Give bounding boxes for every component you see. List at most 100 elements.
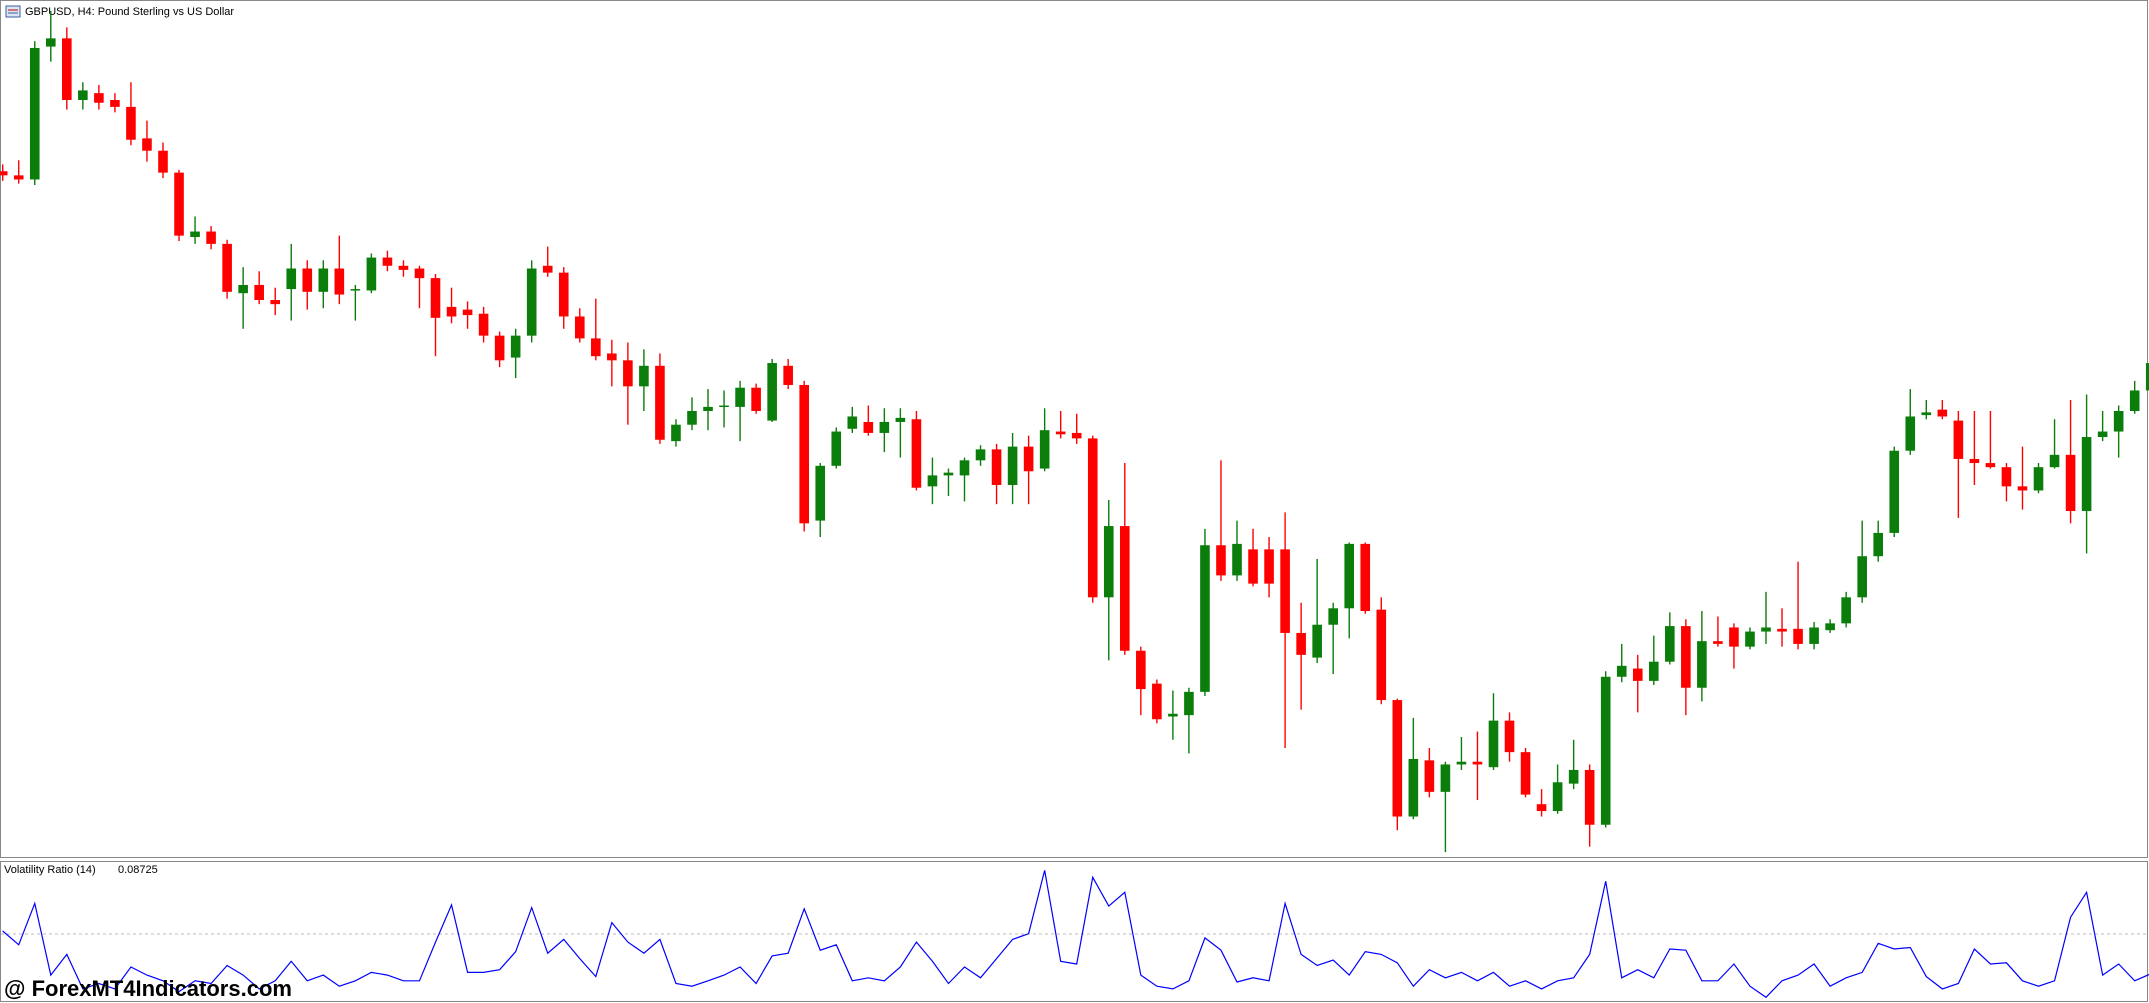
candle [1312, 558, 1322, 664]
candle-body [270, 300, 281, 305]
candle [1232, 520, 1242, 581]
candle [430, 274, 441, 357]
candle-body [943, 472, 954, 476]
candle [142, 120, 152, 162]
candle-body [1777, 628, 1787, 632]
candle-body [2081, 437, 2092, 512]
candle-body [1152, 683, 1162, 720]
candle-body [1584, 769, 1595, 825]
candle-body [1071, 432, 1082, 439]
candle [2001, 463, 2012, 502]
candle [1055, 411, 1066, 439]
candle-body [1969, 458, 1980, 464]
candle [1600, 671, 1611, 828]
candle-body [927, 475, 938, 487]
candle [1697, 611, 1707, 702]
candle [2049, 419, 2060, 469]
candle-body [190, 231, 200, 238]
candle [799, 380, 809, 532]
candle-body [94, 93, 104, 103]
candle-body [1825, 623, 1835, 631]
candle-body [1616, 665, 1627, 677]
candle [2065, 400, 2076, 524]
candle [1488, 693, 1499, 770]
candle [847, 406, 858, 433]
candle [1873, 520, 1884, 562]
candle-body [174, 172, 184, 236]
candle [1248, 528, 1258, 587]
candle [1392, 698, 1403, 831]
candle [735, 380, 745, 442]
candle [1039, 408, 1050, 472]
candle [1793, 561, 1803, 650]
candle [655, 353, 665, 444]
candle [1969, 411, 1980, 485]
candle-body [1360, 543, 1371, 612]
candle-body [879, 421, 890, 433]
candle-body [2017, 486, 2028, 491]
candle-body [815, 465, 826, 521]
candle-body [1039, 430, 1050, 469]
candle-body [2145, 363, 2149, 391]
candle-body [366, 257, 377, 291]
candle-body [1103, 526, 1114, 598]
candle [687, 397, 697, 431]
candle-body [767, 363, 777, 421]
candle [1889, 446, 1900, 538]
candle-body [1520, 752, 1531, 795]
candle [1136, 646, 1146, 716]
candle [719, 390, 729, 428]
candle-body [1232, 543, 1242, 576]
candle-body [735, 387, 745, 407]
candle-body [1953, 420, 1964, 459]
candle [1071, 413, 1082, 444]
candle-body [206, 231, 216, 244]
candle-body [783, 365, 793, 385]
candle-body [991, 449, 1002, 485]
candle-body [29, 47, 40, 180]
candle-body [574, 316, 585, 339]
candle [29, 41, 40, 185]
candle [1376, 597, 1387, 705]
candle-body [158, 150, 168, 173]
candle-body [1312, 624, 1322, 658]
candle [767, 358, 777, 422]
candle [2033, 463, 2044, 494]
candle [1953, 411, 1964, 518]
indicator-value: 0.08725 [118, 864, 158, 876]
candle-body [1665, 626, 1675, 662]
candle [607, 339, 617, 387]
candle-body [1296, 632, 1306, 655]
candle [959, 457, 970, 502]
candle [1648, 635, 1659, 685]
candle [558, 267, 569, 329]
candle [1729, 623, 1739, 669]
indicator-title: Volatility Ratio (14) [4, 864, 96, 876]
candle [110, 93, 120, 113]
candle-body [2129, 390, 2140, 411]
candle [0, 164, 8, 181]
candle-body [110, 100, 120, 107]
candle-body [222, 243, 232, 292]
candle [879, 408, 890, 453]
candle-body [1424, 760, 1435, 792]
candle [975, 445, 986, 466]
candle-body [751, 387, 761, 411]
candle [831, 427, 842, 469]
candle-body [1200, 545, 1210, 692]
candle [174, 169, 184, 242]
candle [1504, 712, 1515, 762]
candle-body [911, 419, 922, 488]
candle-body [1184, 691, 1194, 716]
candle-body [895, 417, 906, 422]
candle-body [526, 268, 537, 336]
candle [1087, 435, 1098, 603]
candle-body [1729, 627, 1739, 647]
candle [1520, 748, 1531, 798]
candle-body [2097, 431, 2108, 438]
candle-body [1681, 626, 1691, 688]
candle [1168, 690, 1178, 740]
candle-body [350, 289, 361, 291]
candle [2097, 411, 2108, 442]
